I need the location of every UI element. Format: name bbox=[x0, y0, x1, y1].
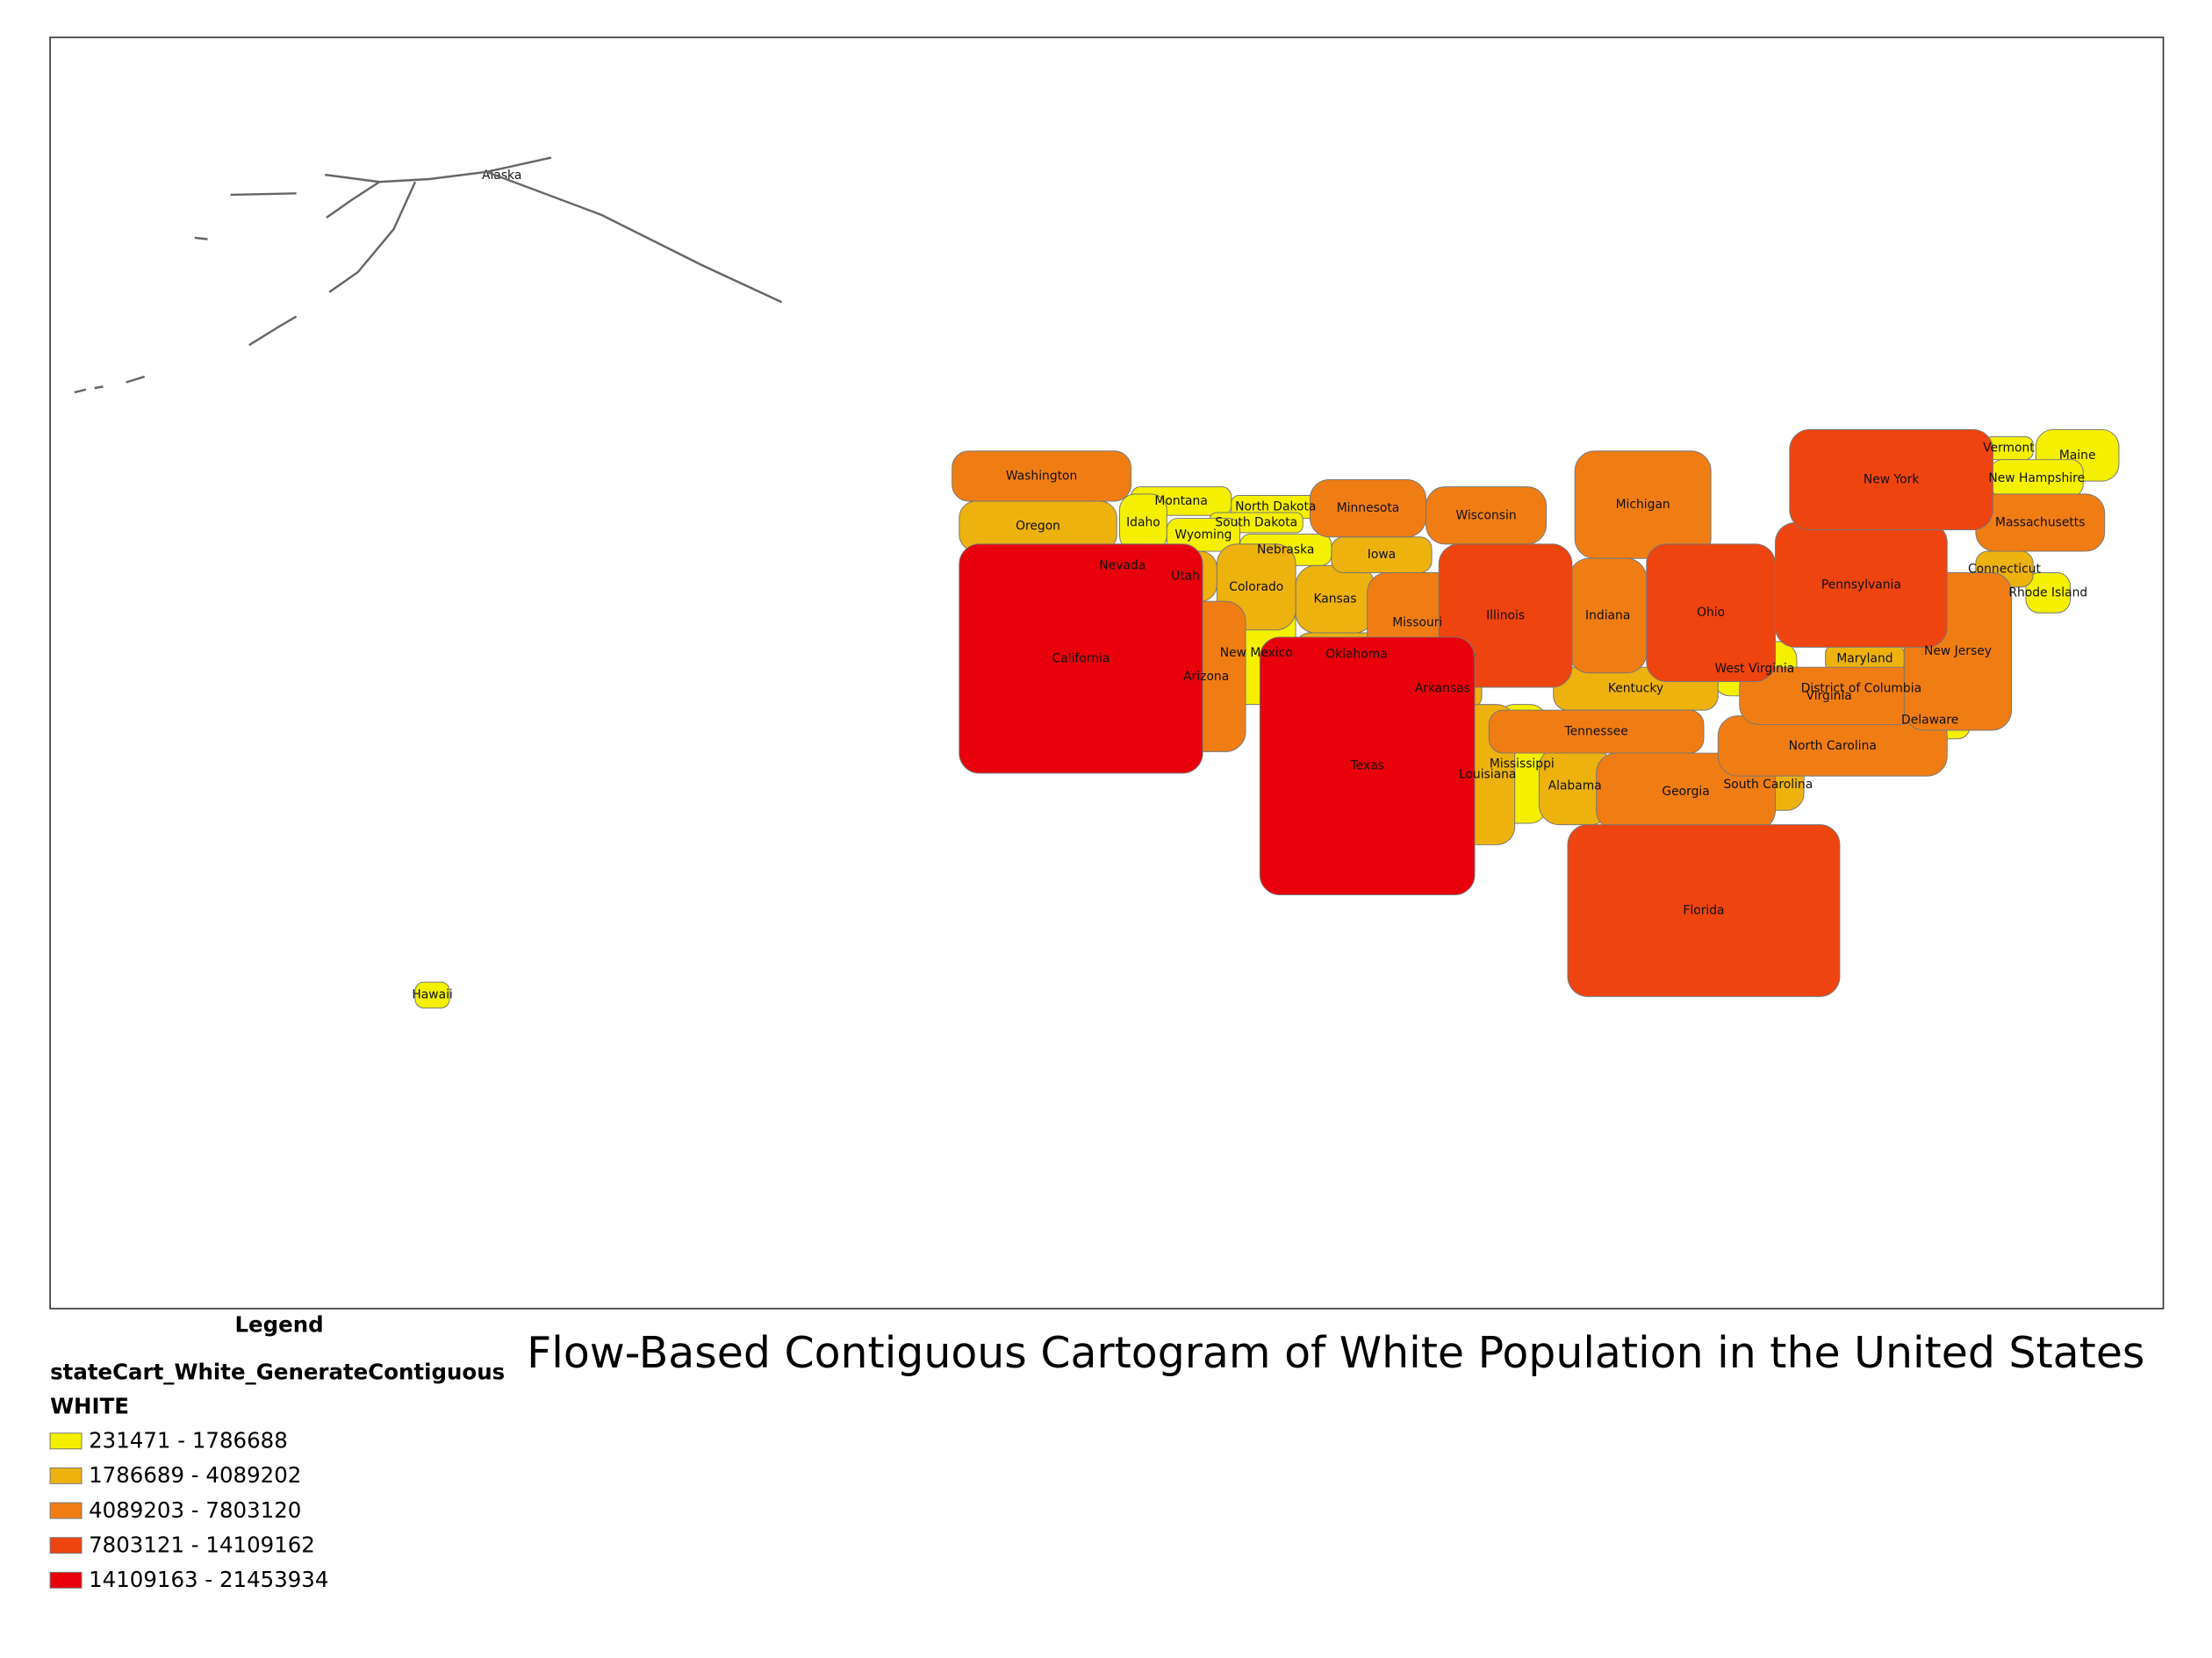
legend-heading: Legend bbox=[234, 1311, 323, 1337]
state-label: Alaska bbox=[482, 169, 521, 183]
state-label: Michigan bbox=[1616, 498, 1670, 512]
state-label: Indiana bbox=[1585, 608, 1630, 622]
alaska-lines bbox=[74, 156, 783, 394]
state-label: California bbox=[1052, 651, 1110, 665]
state-label: New Jersey bbox=[1924, 644, 1992, 658]
state-label: Kentucky bbox=[1608, 682, 1663, 696]
state-label: Washington bbox=[1006, 469, 1077, 483]
state-label: Delaware bbox=[1901, 714, 1958, 728]
state-label: Maine bbox=[2059, 449, 2096, 463]
state-label: Tennessee bbox=[1564, 725, 1628, 739]
legend-label: 4089203 - 7803120 bbox=[89, 1497, 301, 1523]
state-label: Hawaii bbox=[412, 988, 452, 1002]
state-label: Missouri bbox=[1392, 616, 1442, 630]
state-label: District of Columbia bbox=[1801, 682, 1921, 696]
state-label: Alabama bbox=[1548, 779, 1602, 793]
state-label: Montana bbox=[1154, 494, 1207, 508]
state-label: North Carolina bbox=[1789, 739, 1877, 753]
state-label: Arkansas bbox=[1415, 682, 1470, 696]
state-shape bbox=[2025, 572, 2072, 614]
state-shape bbox=[1259, 636, 1476, 896]
state-shape bbox=[1488, 709, 1705, 754]
legend-label: 231471 - 1786688 bbox=[89, 1428, 288, 1453]
state-shape bbox=[959, 543, 1203, 774]
state-shape bbox=[1567, 824, 1841, 997]
state-shape bbox=[1574, 450, 1712, 559]
legend-label: 14109163 - 21453934 bbox=[89, 1567, 328, 1592]
state-label: Wyoming bbox=[1174, 528, 1232, 542]
state-label: Ohio bbox=[1697, 606, 1725, 620]
legend-swatch bbox=[49, 1537, 83, 1554]
state-label: Oklahoma bbox=[1325, 648, 1388, 662]
state-label: New York bbox=[1864, 473, 1919, 487]
state-label: Utah bbox=[1171, 570, 1200, 584]
state-label: Oregon bbox=[1016, 520, 1060, 534]
state-label: New Mexico bbox=[1220, 646, 1293, 660]
state-label: Georgia bbox=[1662, 785, 1709, 799]
state-label: New Hampshire bbox=[1988, 471, 2085, 485]
state-label: Rhode Island bbox=[2008, 585, 2087, 599]
legend-swatch bbox=[49, 1467, 83, 1484]
state-label: North Dakota bbox=[1235, 500, 1316, 514]
state-label: Idaho bbox=[1126, 515, 1160, 529]
state-label: Louisiana bbox=[1459, 768, 1516, 782]
state-label: South Dakota bbox=[1215, 515, 1297, 529]
state-label: Illinois bbox=[1486, 608, 1525, 622]
state-label: Mississippi bbox=[1490, 757, 1555, 771]
state-label: South Carolina bbox=[1724, 778, 1813, 792]
state-label: Texas bbox=[1350, 759, 1384, 773]
state-shape bbox=[952, 450, 1132, 502]
state-label: Massachusetts bbox=[1995, 515, 2085, 529]
state-label: Colorado bbox=[1229, 580, 1283, 594]
legend-swatch bbox=[49, 1571, 83, 1589]
state-label: Virginia bbox=[1806, 689, 1852, 703]
legend-swatch bbox=[49, 1502, 83, 1519]
legend-label: 1786689 - 4089202 bbox=[89, 1462, 301, 1488]
state-label: Nevada bbox=[1099, 558, 1146, 572]
legend-field: WHITE bbox=[50, 1393, 129, 1418]
legend: 231471 - 1786688 1786689 - 4089202 4089203… bbox=[49, 1428, 328, 1592]
legend-swatch bbox=[49, 1432, 83, 1450]
state-label: Maryland bbox=[1836, 651, 1892, 665]
state-label: Arizona bbox=[1183, 670, 1229, 684]
state-label: Florida bbox=[1683, 903, 1724, 917]
state-label: West Virginia bbox=[1714, 662, 1794, 676]
state-label: Kansas bbox=[1313, 592, 1356, 606]
state-label: Nebraska bbox=[1257, 542, 1314, 556]
state-label: Iowa bbox=[1368, 548, 1396, 562]
state-label: Pennsylvania bbox=[1821, 578, 1901, 592]
state-shape bbox=[414, 981, 450, 1008]
legend-layer: stateCart_White_GenerateContiguous bbox=[50, 1359, 505, 1384]
legend-label: 7803121 - 14109162 bbox=[89, 1532, 315, 1558]
state-shape bbox=[1789, 428, 1993, 531]
state-label: Wisconsin bbox=[1455, 508, 1516, 522]
map-title: Flow-Based Contiguous Cartogram of White… bbox=[527, 1328, 2144, 1378]
state-label: Connecticut bbox=[1968, 562, 2042, 576]
state-label: Vermont bbox=[1983, 441, 2035, 456]
state-label: Minnesota bbox=[1337, 501, 1400, 515]
